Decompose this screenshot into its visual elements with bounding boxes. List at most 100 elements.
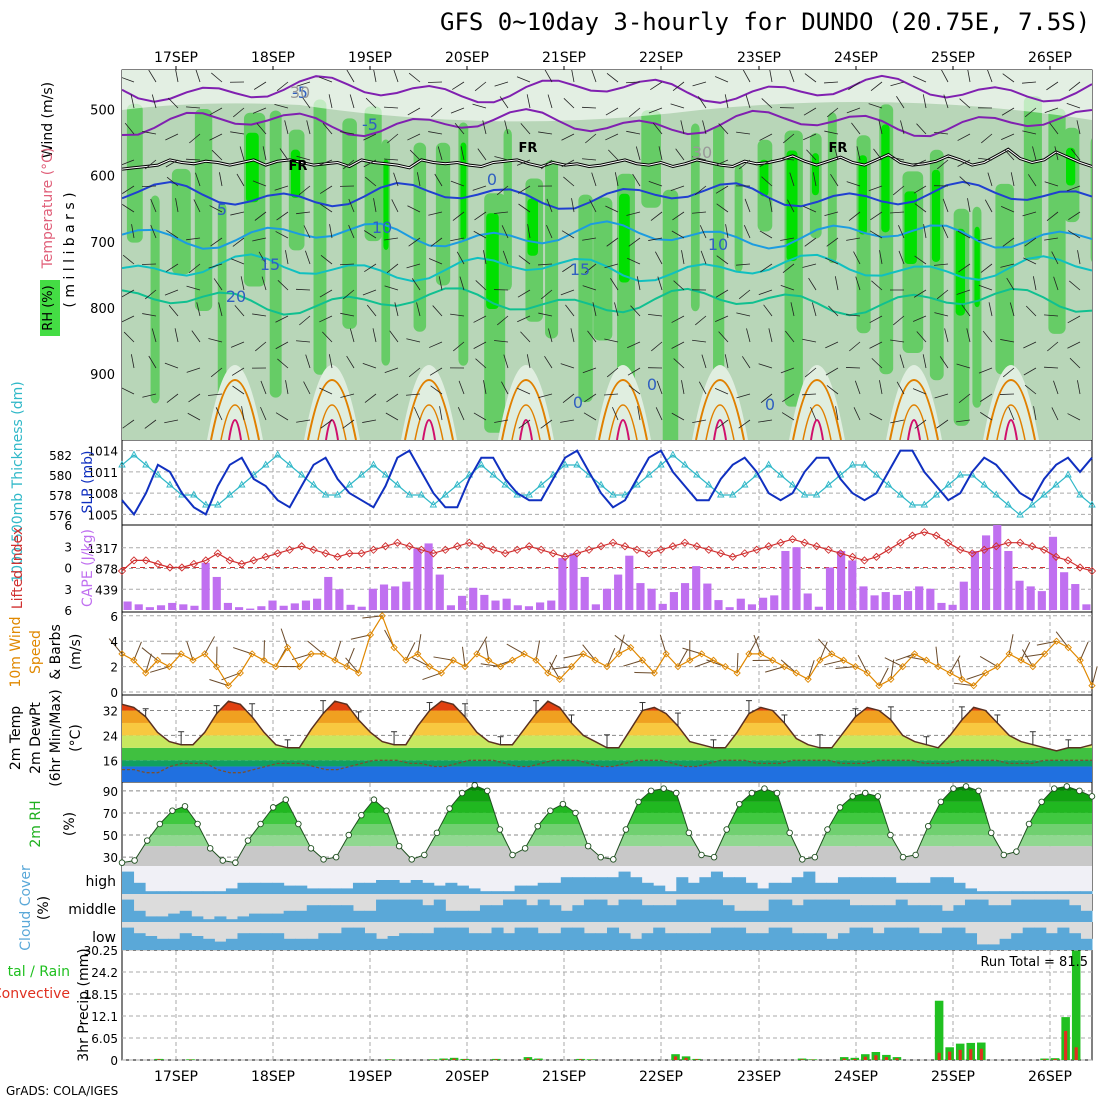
wind-barb [585, 133, 597, 144]
lifted-marker [129, 556, 139, 565]
rh2m-marker [332, 853, 340, 861]
wind-axis-label: Wind (m/s) [40, 82, 56, 158]
wind-barb [122, 185, 135, 194]
wind10-barb [953, 682, 974, 687]
footer-credit: GrADS: COLA/IGES [6, 1084, 119, 1098]
cloud-bar-middle [803, 899, 816, 922]
rh-dry-plume [595, 365, 651, 440]
wind-barb [540, 159, 553, 170]
lifted-marker [261, 552, 270, 562]
wind10-marker [1052, 637, 1061, 645]
cape-bar [602, 588, 612, 610]
cloud-bar-high [514, 885, 527, 894]
wind-barb [188, 393, 201, 403]
wind-barb [769, 198, 773, 213]
wind10-barb [551, 666, 572, 670]
wind-barb [165, 159, 179, 168]
precip-conv-bar [842, 1058, 846, 1060]
temp-band [122, 747, 1092, 761]
wind10-barb [350, 634, 371, 640]
wind-barb [781, 412, 795, 421]
cape-bar [1048, 536, 1058, 610]
cloud-bar-low [156, 938, 169, 950]
wind-barb [758, 289, 773, 296]
wind-barb [407, 107, 421, 116]
wind-barb [364, 263, 377, 273]
thickness-marker [728, 490, 737, 498]
wind10-marker [1029, 662, 1037, 671]
wind-barb [241, 406, 245, 421]
cape-axis-label: CAPE (J/kg) [80, 529, 96, 607]
wind-barb [483, 380, 487, 395]
slp-tick: 1011 [87, 466, 118, 480]
wind-barb [166, 263, 179, 272]
lifted-marker [608, 538, 618, 547]
thickness-marker [1052, 480, 1060, 488]
wind-barb [393, 172, 399, 187]
wind-barb [806, 149, 817, 161]
contour-label: 0 [573, 393, 583, 412]
cape-bar [502, 598, 511, 610]
isotherm-35 [1004, 419, 1018, 440]
thickness-axis-label: 1000-500mb Thickness (dm) [10, 381, 26, 582]
cloud-bar-high [1068, 891, 1081, 894]
wind-barb [1046, 211, 1059, 222]
precip-conv-bar [958, 1049, 962, 1060]
panel-frame-3 [121, 611, 1093, 696]
slp-tick: 1005 [87, 508, 118, 522]
cloud-bar-high [225, 888, 238, 894]
wind-barb [780, 158, 795, 161]
wind-barb [285, 250, 289, 265]
wind10-barb [857, 654, 868, 674]
wind10-barb [606, 647, 616, 667]
thickness-marker [273, 450, 282, 458]
wind-barb [1024, 107, 1037, 118]
rh2m-marker [269, 804, 277, 811]
wind-barb [834, 276, 839, 291]
wind-barb [1002, 367, 1015, 378]
cloud-bar-high [1057, 891, 1070, 894]
wind-barb [193, 199, 201, 213]
cloud-bar-middle [895, 899, 908, 922]
wind-barb [670, 103, 685, 109]
wind-barb [571, 70, 575, 83]
wind10-barb [753, 634, 762, 655]
rh-band [734, 164, 743, 273]
cloud-bar-middle [630, 899, 643, 922]
wind-barb [362, 289, 377, 296]
cloud-bar-low [861, 927, 874, 950]
cloud-bar-low [433, 927, 446, 950]
cloud-bar-low [687, 933, 700, 950]
cape-bar [647, 588, 656, 610]
wind-barb [305, 354, 311, 369]
wind-barb [407, 205, 421, 213]
wind10-barb [807, 660, 815, 680]
thickness-line [121, 454, 1093, 516]
rh-legend-swatch [40, 280, 60, 336]
contour-label: 5 [217, 200, 227, 219]
wind-barb [563, 176, 575, 187]
wind10-barb [582, 644, 596, 661]
cloud-bar-high [491, 891, 504, 894]
cloud-bar-middle [468, 910, 481, 922]
lifted-marker [860, 556, 869, 565]
wind-barb [936, 289, 949, 300]
precip-conv-label: Convective [0, 986, 70, 1002]
wind-barb [1049, 122, 1059, 135]
lifted-marker [980, 545, 989, 554]
rh2m-marker [597, 853, 604, 861]
rh-core [904, 191, 917, 265]
cape-bar [424, 543, 433, 610]
wind10-axis-label-3: & Barbs [48, 624, 64, 680]
wind-barb [279, 148, 289, 161]
wind-barb [606, 73, 619, 83]
cloud-bar-low [122, 927, 135, 950]
wind10-marker [236, 669, 244, 677]
rh2m-marker [534, 822, 541, 830]
rh-band [503, 128, 512, 291]
wind-barb [849, 341, 861, 352]
wind10-marker [189, 656, 197, 664]
wind-barb [605, 133, 619, 141]
cloud-bar-high [722, 877, 735, 894]
